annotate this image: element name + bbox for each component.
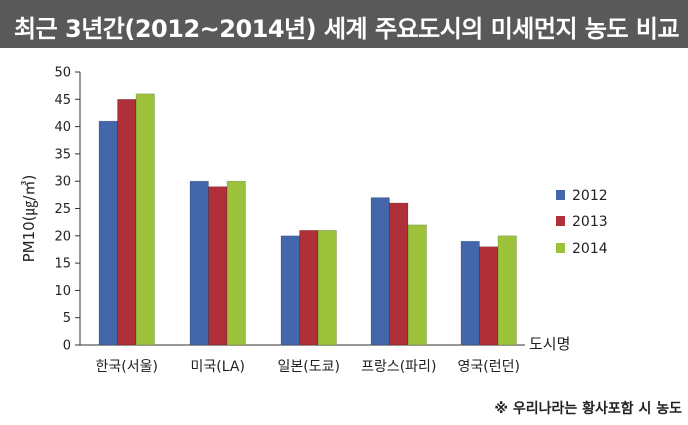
x-tick-label: 영국(런던) <box>458 359 520 375</box>
bar-2013-2 <box>208 186 228 346</box>
y-tick-label: 10 <box>54 284 71 299</box>
legend-swatch-2013 <box>556 216 565 226</box>
y-tick-label: 5 <box>63 311 71 326</box>
y-tick-label: 40 <box>54 120 71 135</box>
y-tick-label: 0 <box>63 339 71 354</box>
bar-2013-5 <box>479 246 499 346</box>
y-tick-label: 20 <box>54 229 71 244</box>
bar-2014-4 <box>407 224 427 346</box>
bar-2013-4 <box>389 202 409 346</box>
x-tick-label: 미국(LA) <box>191 359 245 375</box>
bar-2012-2 <box>189 180 209 346</box>
y-axis-title: PM10(㎍/㎥) <box>20 175 38 263</box>
y-tick-label: 35 <box>54 147 71 162</box>
bar-2014-2 <box>226 180 246 346</box>
y-tick-label: 50 <box>54 66 71 81</box>
x-tick-label: 한국(서울) <box>96 359 158 375</box>
bar-2012-4 <box>370 197 390 346</box>
legend-swatch-2012 <box>556 190 565 200</box>
y-tick-label: 15 <box>54 257 71 272</box>
legend-label-2012: 2012 <box>572 188 608 204</box>
legend-swatch-2014 <box>556 243 565 253</box>
bar-2014-3 <box>317 230 337 346</box>
y-tick-label: 30 <box>54 175 71 190</box>
x-axis-title: 도시명 <box>529 335 570 353</box>
legend-label-2014: 2014 <box>572 241 608 257</box>
x-tick-label: 일본(도쿄) <box>278 359 340 375</box>
legend-label-2013: 2013 <box>572 214 608 230</box>
bar-2013-3 <box>299 230 319 346</box>
bar-2012-1 <box>98 120 118 346</box>
footnote: ※ 우리나라는 황사포함 시 농도 <box>494 401 682 417</box>
bar-2013-1 <box>117 98 137 346</box>
bar-chart: 0 5 10 15 20 25 30 35 40 45 50 한국(서울) 미국(LA) 일본(도쿄) 프랑… <box>20 66 608 376</box>
bar-2012-5 <box>460 240 480 346</box>
title-bar: 최근 3년간(2012~2014년) 세계 주요도시의 미세먼지 농도 비교 <box>0 0 688 48</box>
bar-2014-1 <box>135 93 155 346</box>
x-tick-label: 프랑스(파리) <box>361 359 436 375</box>
y-tick-label: 25 <box>54 202 71 217</box>
bar-2012-3 <box>280 235 300 346</box>
page-title: 최근 3년간(2012~2014년) 세계 주요도시의 미세먼지 농도 비교 <box>14 15 680 43</box>
bar-2014-5 <box>497 235 517 346</box>
y-tick-label: 45 <box>54 93 71 108</box>
